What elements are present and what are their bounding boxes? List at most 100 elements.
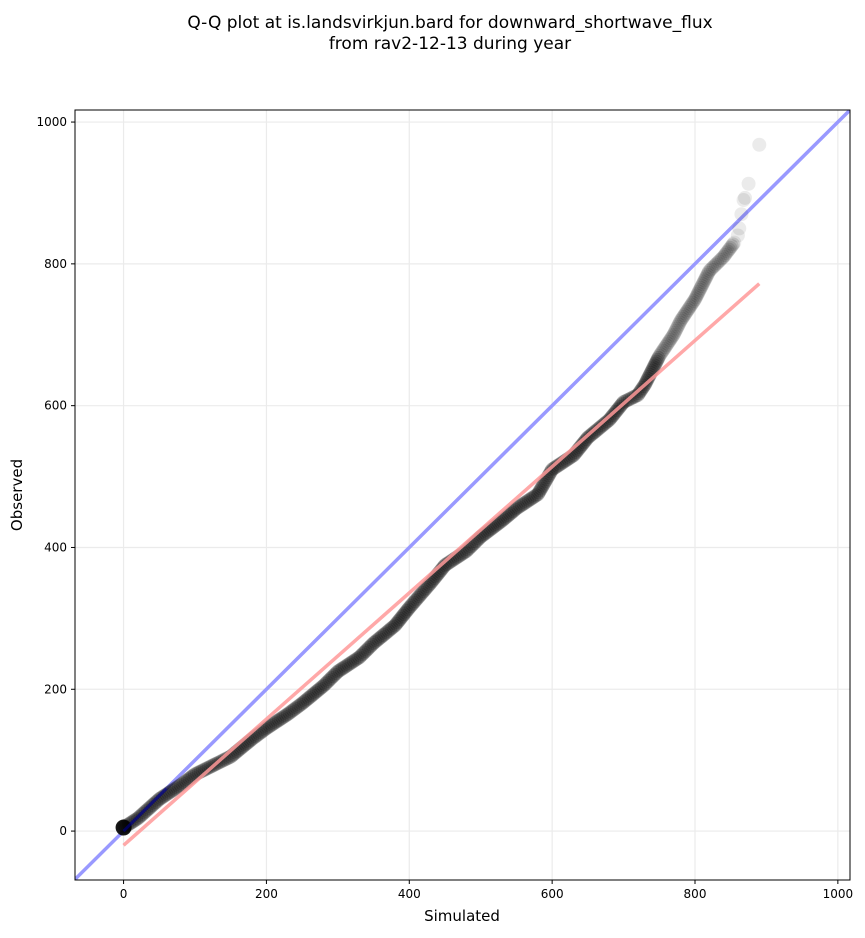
qq-point xyxy=(690,286,705,301)
qq-point xyxy=(291,699,306,714)
qq-point xyxy=(693,280,708,295)
qq-point xyxy=(658,340,673,355)
qq-point xyxy=(379,625,394,640)
qq-point xyxy=(261,720,276,735)
qq-point xyxy=(140,802,155,817)
chart-title-line2: from rav2-12-13 during year xyxy=(329,34,571,54)
qq-point xyxy=(499,509,514,524)
qq-point xyxy=(298,693,313,708)
qq-point xyxy=(713,252,728,267)
qq-point xyxy=(493,514,508,529)
qq-point xyxy=(525,490,540,505)
qq-point xyxy=(650,352,665,367)
y-tick-label: 0 xyxy=(59,824,67,838)
qq-point xyxy=(597,416,612,431)
qq-point xyxy=(589,423,604,438)
qq-point xyxy=(700,267,715,282)
qq-point xyxy=(736,193,751,208)
qq-point xyxy=(686,294,701,309)
qq-point xyxy=(667,325,682,340)
qq-point xyxy=(674,311,689,326)
qq-point xyxy=(666,327,681,342)
y-tick-label: 600 xyxy=(44,399,67,413)
qq-point xyxy=(640,371,655,386)
qq-point xyxy=(381,623,396,638)
qq-point xyxy=(671,317,686,332)
qq-point xyxy=(600,414,615,429)
qq-point xyxy=(363,639,378,654)
qq-point xyxy=(403,599,418,614)
qq-point xyxy=(286,703,301,718)
qq-point xyxy=(495,513,510,528)
qq-point xyxy=(175,776,190,791)
qq-point xyxy=(578,433,593,448)
qq-point xyxy=(548,460,563,475)
qq-point xyxy=(150,793,165,808)
qq-point xyxy=(682,301,697,316)
qq-point xyxy=(217,752,232,767)
qq-point xyxy=(408,594,422,609)
qq-point xyxy=(647,358,662,373)
y-tick-label: 400 xyxy=(44,540,67,554)
qq-point xyxy=(655,343,670,358)
qq-point xyxy=(270,714,285,729)
qq-point xyxy=(373,630,388,645)
qq-point xyxy=(154,790,169,805)
qq-point xyxy=(688,290,703,305)
qq-point xyxy=(710,256,725,271)
qq-point xyxy=(303,689,318,704)
qq-point xyxy=(142,801,157,816)
qq-point xyxy=(723,240,738,255)
qq-point xyxy=(324,670,339,685)
qq-point xyxy=(268,715,283,730)
qq-point xyxy=(646,360,661,375)
qq-point xyxy=(669,321,684,336)
qq-point xyxy=(419,580,434,595)
qq-point xyxy=(664,331,679,346)
qq-point xyxy=(741,176,756,191)
qq-point xyxy=(680,302,695,317)
qq-point xyxy=(306,686,321,701)
qq-point xyxy=(345,655,360,670)
qq-point xyxy=(314,680,329,695)
qq-point xyxy=(420,579,435,594)
qq-point xyxy=(321,674,336,689)
qq-point xyxy=(684,297,699,312)
qq-point xyxy=(603,411,618,426)
qq-point xyxy=(388,618,402,633)
qq-point xyxy=(296,695,311,710)
qq-point xyxy=(732,221,747,236)
qq-point xyxy=(357,645,372,660)
qq-point xyxy=(692,282,707,297)
qq-point xyxy=(661,334,676,349)
qq-point xyxy=(688,292,702,307)
qq-point xyxy=(721,242,736,257)
qq-point xyxy=(386,619,401,634)
qq-point xyxy=(144,799,159,814)
qq-point xyxy=(199,761,214,776)
qq-point xyxy=(415,585,430,600)
qq-point xyxy=(579,432,594,447)
x-tick-label: 200 xyxy=(255,887,278,901)
qq-point xyxy=(678,306,693,321)
qq-point xyxy=(147,796,162,811)
qq-point xyxy=(520,494,535,509)
qq-point xyxy=(707,259,722,274)
qq-point xyxy=(498,510,513,525)
qq-point xyxy=(725,237,740,252)
qq-point xyxy=(275,710,290,725)
qq-point xyxy=(698,271,713,286)
x-tick-label: 800 xyxy=(684,887,707,901)
qq-point xyxy=(348,652,363,667)
qq-point xyxy=(632,386,647,401)
qq-point xyxy=(683,299,698,314)
qq-point xyxy=(602,412,617,427)
qq-point xyxy=(708,257,723,272)
qq-point xyxy=(685,295,700,310)
y-axis-label: Observed xyxy=(8,459,26,531)
qq-point xyxy=(595,418,610,433)
qq-point xyxy=(496,512,511,527)
qq-point xyxy=(399,603,414,618)
chart-title-line1: Q-Q plot at is.landsvirkjun.bard for dow… xyxy=(187,13,712,33)
x-tick-label: 0 xyxy=(120,887,128,901)
